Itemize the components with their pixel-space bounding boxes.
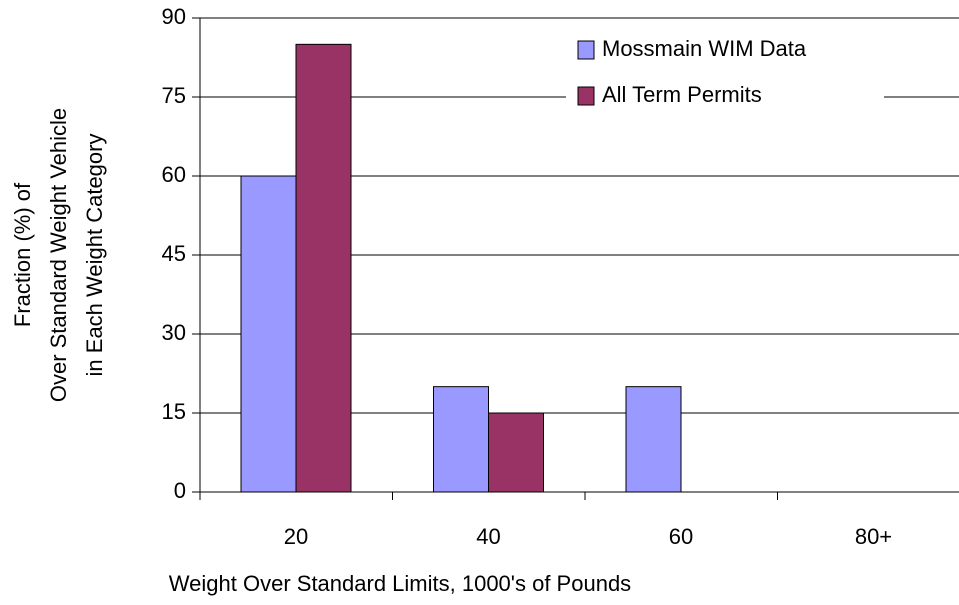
bar	[488, 412, 544, 493]
bar	[433, 386, 489, 493]
y-tick-label: 60	[162, 162, 186, 187]
y-tick-label: 0	[174, 478, 186, 503]
x-tick-label: 20	[284, 524, 308, 549]
x-tick-label: 60	[669, 524, 693, 549]
y-axis-title: in Each Weight Category	[82, 134, 107, 377]
y-tick-label: 75	[162, 83, 186, 108]
legend-label: All Term Permits	[602, 82, 762, 107]
x-tick-label: 80+	[855, 524, 892, 549]
legend-label: Mossmain WIM Data	[602, 36, 807, 61]
y-tick-label: 90	[162, 4, 186, 29]
bar	[625, 386, 682, 493]
bar	[240, 175, 297, 493]
y-axis-title: Over Standard Weight Vehicle	[46, 108, 71, 402]
y-tick-label: 45	[162, 241, 186, 266]
legend-box	[566, 30, 884, 112]
y-tick-label: 30	[162, 320, 186, 345]
bar	[295, 43, 352, 493]
legend-swatch	[577, 40, 595, 60]
y-tick-label: 15	[162, 399, 186, 424]
x-axis-title: Weight Over Standard Limits, 1000's of P…	[169, 571, 631, 596]
x-tick-label: 40	[476, 524, 500, 549]
legend-swatch	[577, 86, 595, 106]
y-axis-title: Fraction (%) of	[10, 182, 35, 327]
